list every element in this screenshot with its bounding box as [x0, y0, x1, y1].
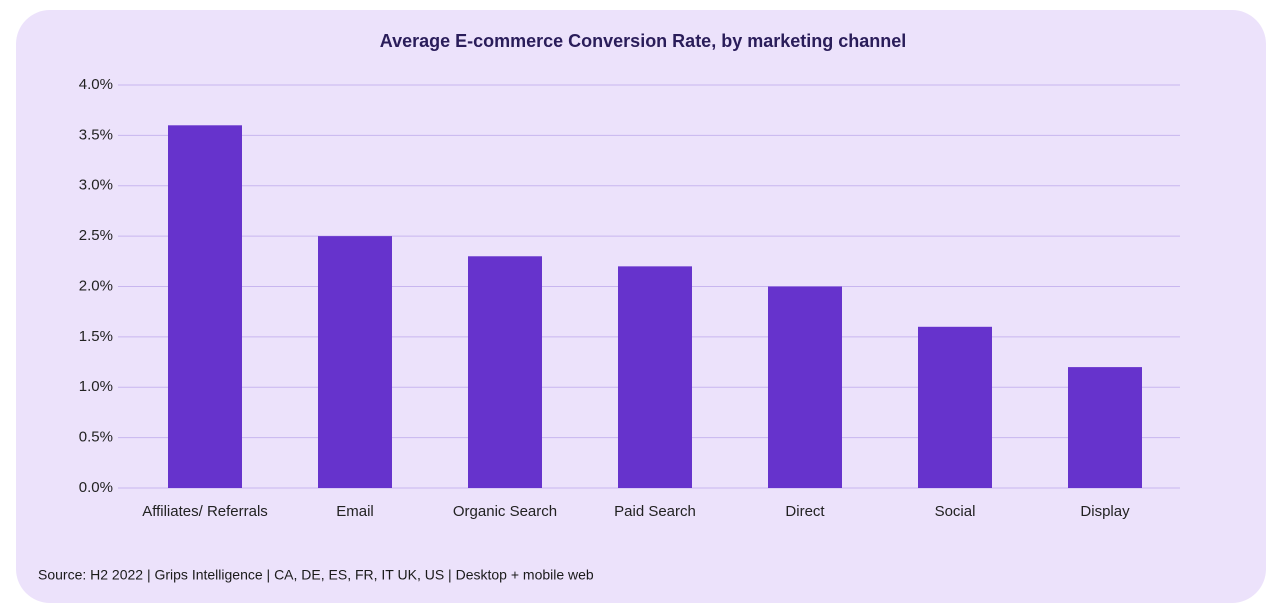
- y-tick-label: 1.0%: [79, 378, 113, 395]
- chart-title: Average E-commerce Conversion Rate, by m…: [380, 31, 907, 51]
- bar: [318, 236, 392, 488]
- source-note: Source: H2 2022 | Grips Intelligence | C…: [38, 567, 594, 583]
- bar: [468, 256, 542, 488]
- y-tick-label: 2.5%: [79, 227, 113, 244]
- x-tick-label: Social: [935, 503, 976, 520]
- x-tick-label: Direct: [785, 503, 825, 520]
- y-tick-label: 3.5%: [79, 126, 113, 143]
- x-tick-label: Affiliates/ Referrals: [142, 503, 268, 520]
- x-tick-label: Display: [1080, 503, 1130, 520]
- x-tick-label: Email: [336, 503, 374, 520]
- bar: [618, 266, 692, 488]
- bar: [1068, 367, 1142, 488]
- bar: [918, 326, 992, 488]
- y-tick-label: 4.0%: [79, 76, 113, 93]
- y-tick-label: 0.5%: [79, 429, 113, 446]
- x-tick-label: Organic Search: [453, 503, 557, 520]
- bar: [768, 286, 842, 488]
- y-tick-label: 1.5%: [79, 328, 113, 345]
- y-tick-label: 2.0%: [79, 277, 113, 294]
- bar: [168, 125, 242, 489]
- y-tick-label: 3.0%: [79, 177, 113, 194]
- x-tick-label: Paid Search: [614, 503, 696, 520]
- y-tick-label: 0.0%: [79, 479, 113, 496]
